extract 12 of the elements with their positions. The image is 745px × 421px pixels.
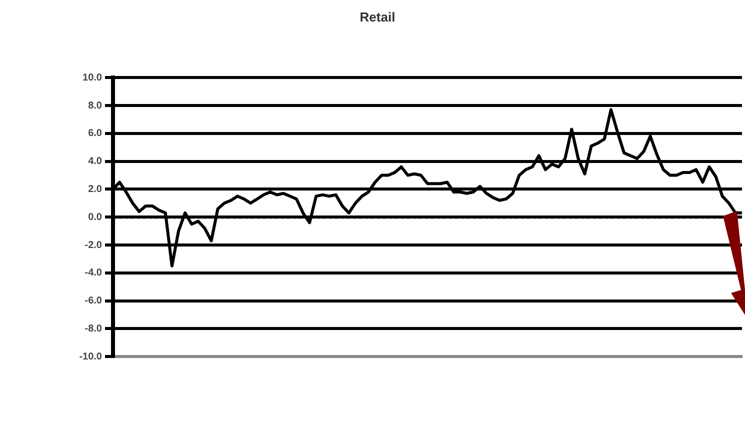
y-tick-label: -4.0 <box>84 268 102 279</box>
chart-title: Retail <box>360 9 396 24</box>
y-tick-label: -6.0 <box>84 296 102 307</box>
y-tick-label: -8.0 <box>84 323 102 334</box>
y-tick-label: -10.0 <box>79 351 102 362</box>
y-tick-label: 4.0 <box>88 156 102 168</box>
y-tick-label: -2.0 <box>84 240 102 251</box>
y-tick-label: 10.0 <box>82 72 102 84</box>
y-tick-label: 6.0 <box>88 128 102 140</box>
y-tick-label: 8.0 <box>88 100 102 112</box>
y-tick-label: 0.0 <box>88 212 102 223</box>
y-tick-label: 2.0 <box>88 184 102 195</box>
